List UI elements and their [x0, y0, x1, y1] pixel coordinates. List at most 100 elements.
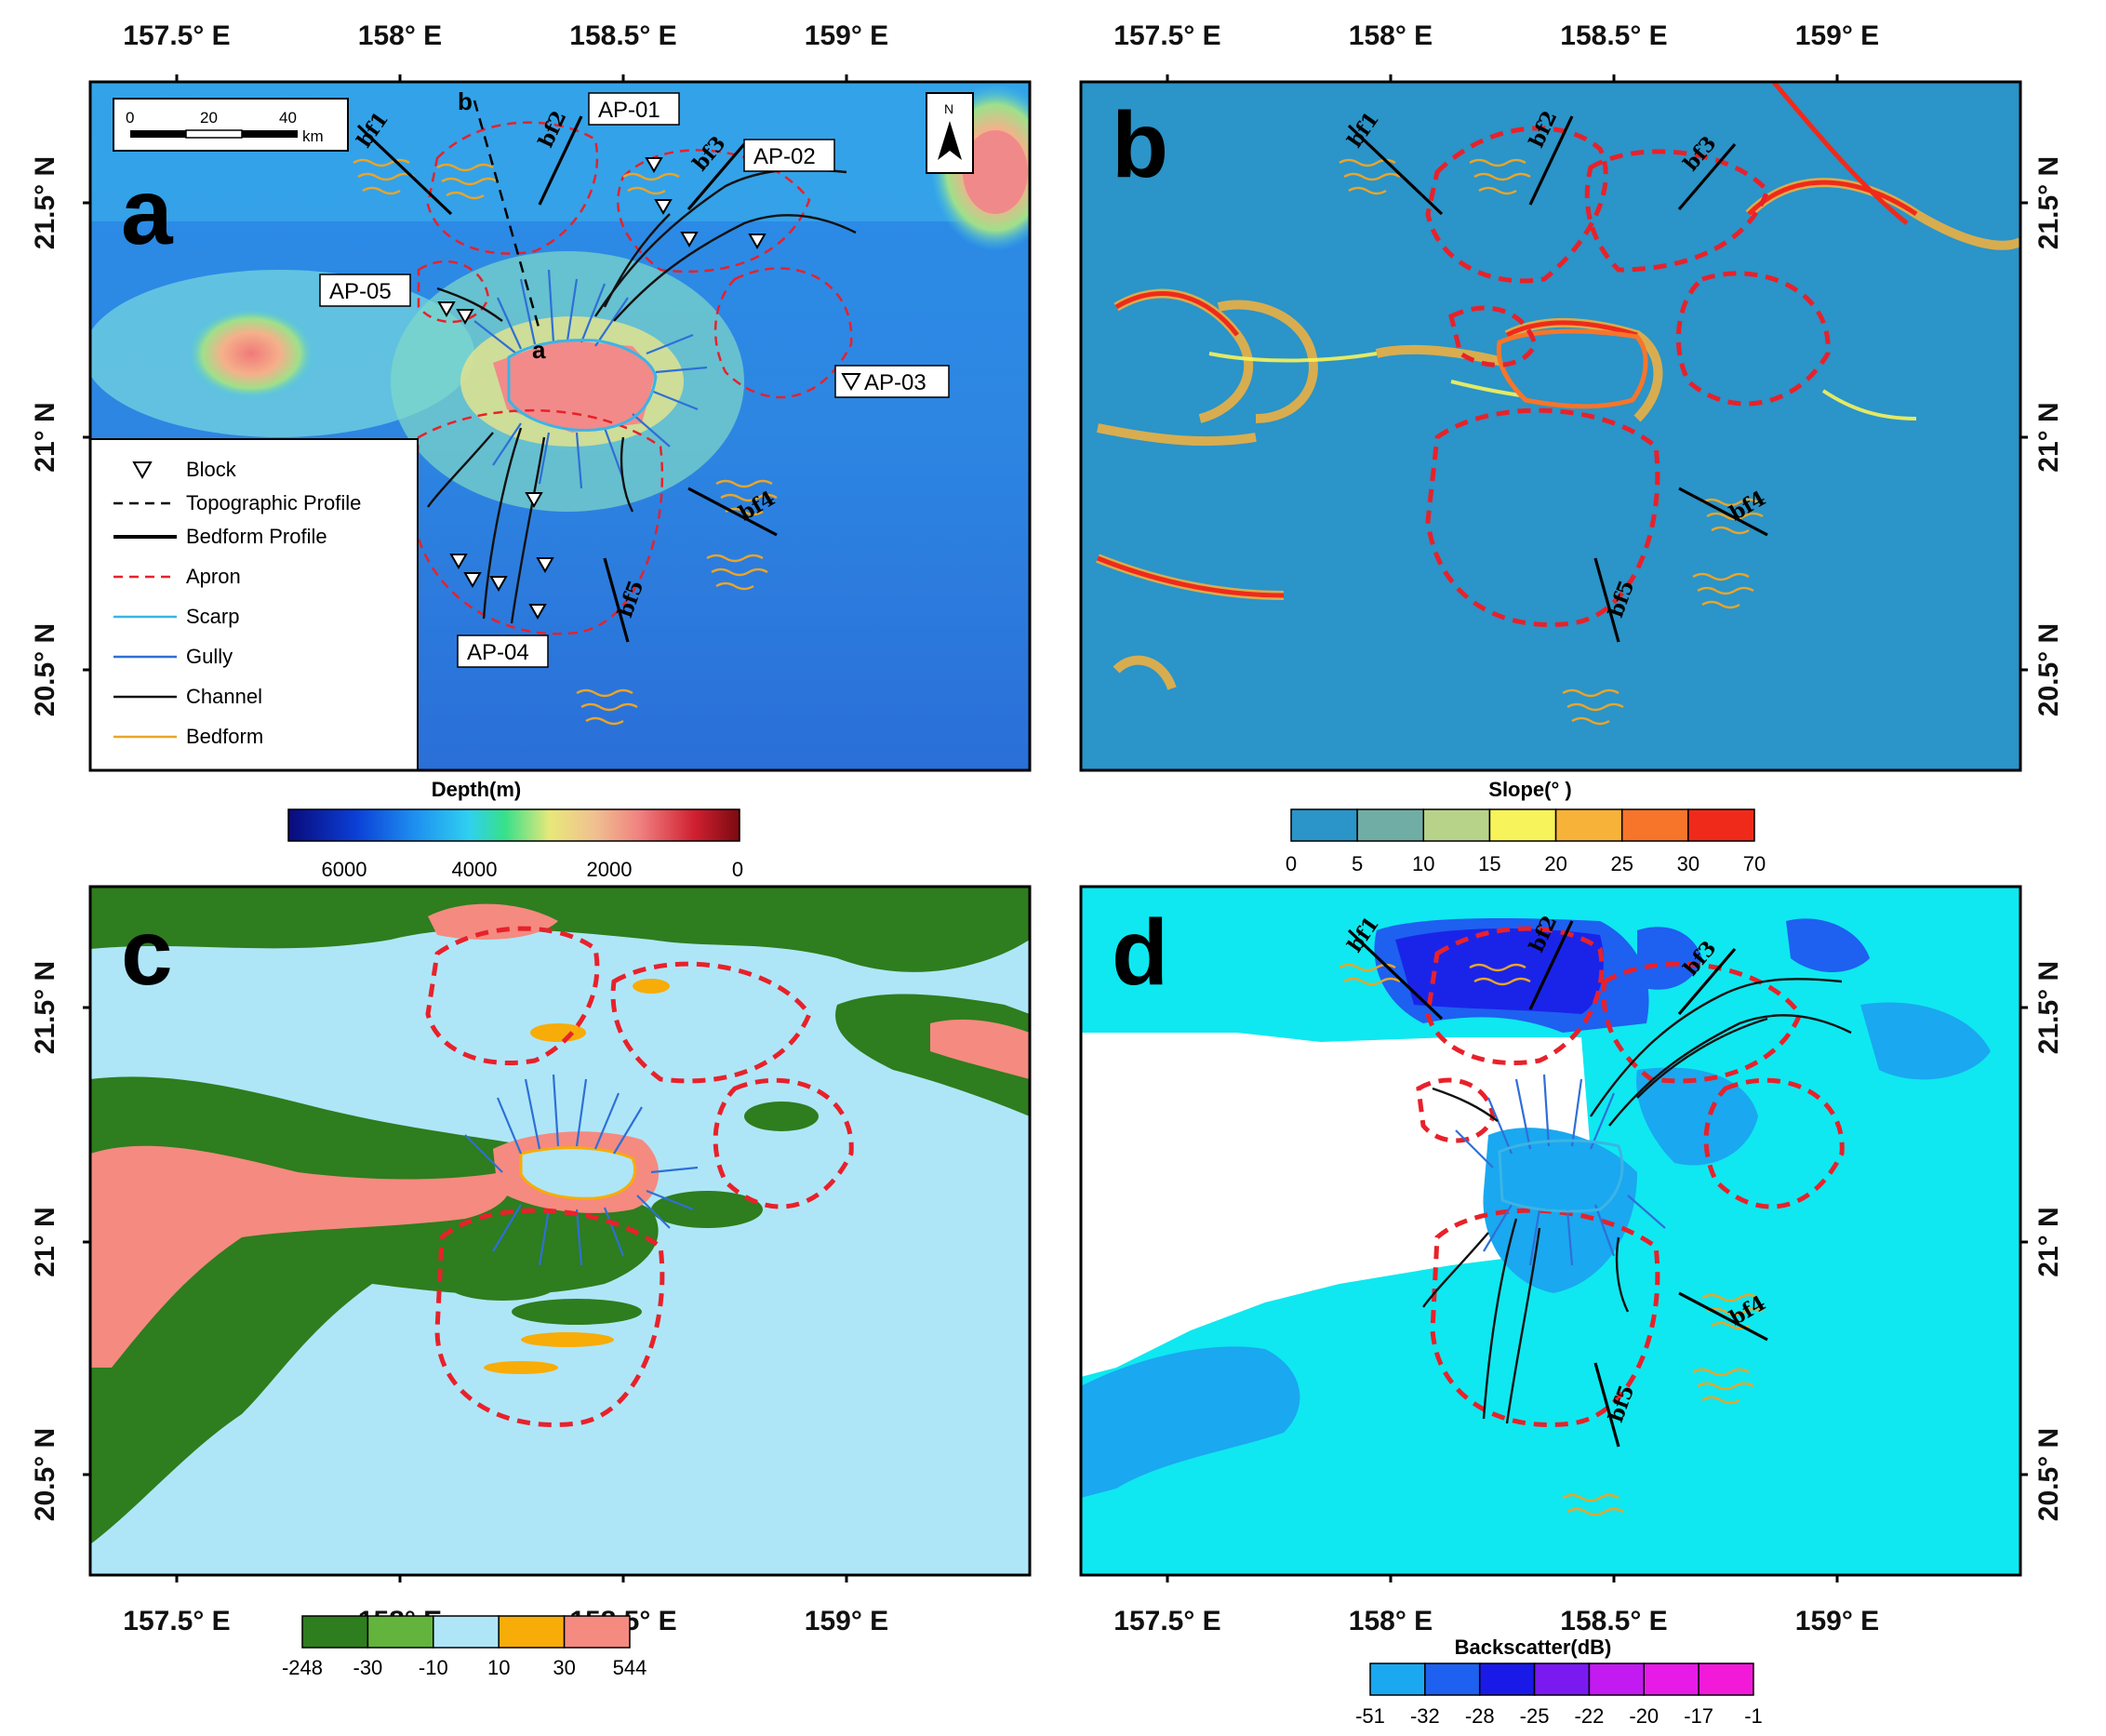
colorbar-backscatter: Backscatter(dB) -51 -32 -28 -25 -22 -20 -17 -1 [1355, 1636, 1763, 1728]
colorbar-difference: -248 -30 -10 10 30 544 [282, 1615, 646, 1679]
svg-text:20.5° N: 20.5° N [30, 623, 60, 716]
difference-tick-5: 544 [613, 1656, 647, 1679]
slope-cell-1 [1356, 808, 1425, 842]
panel-frame-c [88, 885, 1032, 1577]
colorbar-depth: Depth(m) 6000 4000 2000 0 [287, 778, 743, 881]
backscatter-cell-2 [1478, 1663, 1536, 1696]
svg-text:21.5° N: 21.5° N [2033, 961, 2064, 1054]
backscatter-cell-1 [1424, 1663, 1481, 1696]
scale-tick-40: 40 [279, 109, 297, 127]
profile-end-b: b [458, 87, 473, 115]
lon-ticks-top-right: 157.5° E 158° E 158.5° E 159° E [1113, 20, 1879, 51]
gullies-a [473, 269, 708, 489]
svg-text:20.5° N: 20.5° N [30, 1428, 60, 1521]
backscatter-tick-0: -51 [1355, 1704, 1385, 1728]
panel-letter-d: d [1112, 901, 1168, 1005]
colorbar-difference-ticks: -248 -30 -10 10 30 544 [282, 1656, 646, 1679]
colorbar-slope-title: Slope(° ) [1488, 778, 1571, 801]
difference-cell-4 [563, 1615, 631, 1649]
classification-map-c [90, 887, 1030, 1575]
legend-item-bedform-profile: Bedform Profile [113, 525, 327, 548]
scale-unit: km [302, 127, 324, 145]
legend-item-channel: Channel [113, 685, 262, 708]
depth-tick-4000: 4000 [452, 858, 498, 881]
slope-tick-4: 20 [1544, 852, 1566, 875]
svg-text:Apron: Apron [186, 565, 241, 588]
svg-text:158.5° E: 158.5° E [1560, 20, 1667, 51]
svg-text:159° E: 159° E [805, 20, 888, 51]
legend-item-bedform: Bedform [113, 725, 263, 748]
legend-item-scarp: Scarp [113, 605, 239, 628]
svg-text:20.5° N: 20.5° N [2033, 1428, 2064, 1521]
apron-label-ap02: AP-02 [753, 144, 816, 169]
backscatter-map-d [1081, 887, 2020, 1575]
svg-text:158° E: 158° E [1349, 20, 1433, 51]
colorbar-slope-ticks: 0 5 10 15 20 25 30 70 [1286, 852, 1766, 875]
backscatter-tick-4: -22 [1575, 1704, 1605, 1728]
channels-d [1422, 978, 1852, 1424]
svg-text:Topographic Profile: Topographic Profile [186, 491, 361, 514]
scale-bar: 0 20 40 km [113, 98, 349, 152]
panel-a: b a bf1 bf2 bf3 bf4 bf5 [88, 80, 1032, 772]
depth-tick-2000: 2000 [587, 858, 633, 881]
colorbar-depth-title: Depth(m) [432, 778, 522, 801]
difference-cell-1 [367, 1615, 434, 1649]
backscatter-tick-6: -17 [1684, 1704, 1713, 1728]
backscatter-tick-1: -32 [1410, 1704, 1440, 1728]
apron-label-ap04: AP-04 [467, 640, 529, 665]
profile-end-a: a [532, 336, 546, 364]
slope-cell-0 [1290, 808, 1358, 842]
slope-map-b [1081, 82, 2020, 770]
depth-tick-6000: 6000 [322, 858, 367, 881]
svg-text:Bedform Profile: Bedform Profile [186, 525, 327, 548]
panel-letter-a: a [121, 160, 174, 264]
backscatter-cell-5 [1643, 1663, 1699, 1696]
slope-cell-5 [1620, 808, 1689, 842]
difference-cell-0 [301, 1615, 369, 1649]
difference-tick-1: -30 [353, 1656, 383, 1679]
svg-text:21.5° N: 21.5° N [30, 156, 60, 249]
svg-text:158.5° E: 158.5° E [1560, 1606, 1667, 1636]
difference-tick-0: -248 [282, 1656, 323, 1679]
slope-tick-0: 0 [1286, 852, 1297, 875]
tick-marks [83, 74, 2028, 1582]
block-icon [132, 461, 153, 480]
lat-ticks-left: 21.5° N 21° N 20.5° N 21.5° N 21° N 20.5… [30, 156, 60, 1521]
slope-cell-4 [1554, 808, 1623, 842]
scale-tick-0: 0 [126, 109, 134, 127]
panel-d: bf1 bf2 bf3 bf4 bf5 d [1079, 885, 2022, 1577]
svg-text:21.5° N: 21.5° N [30, 961, 60, 1054]
backscatter-tick-3: -25 [1520, 1704, 1550, 1728]
difference-cell-2 [433, 1615, 500, 1649]
svg-text:159° E: 159° E [1795, 1606, 1879, 1636]
difference-tick-4: 30 [553, 1656, 575, 1679]
difference-tick-3: 10 [487, 1656, 510, 1679]
backscatter-cell-0 [1369, 1663, 1426, 1696]
svg-text:158° E: 158° E [358, 20, 442, 51]
slope-tick-3: 15 [1478, 852, 1500, 875]
svg-text:157.5° E: 157.5° E [1113, 1606, 1220, 1636]
svg-text:Bedform: Bedform [186, 725, 263, 748]
gullies-d [1455, 1074, 1666, 1266]
backscatter-cell-3 [1533, 1663, 1591, 1696]
apron-outlines-b [1425, 126, 1831, 627]
gullies-c [464, 1074, 699, 1266]
colorbar-slope-cells [1290, 808, 1755, 842]
svg-text:21° N: 21° N [30, 402, 60, 472]
svg-text:158.5° E: 158.5° E [569, 20, 676, 51]
panel-frame-d [1079, 885, 2022, 1577]
difference-cell-3 [498, 1615, 566, 1649]
svg-text:21.5° N: 21.5° N [2033, 156, 2064, 249]
legend-item-topographic-profile: Topographic Profile [113, 491, 361, 514]
axis-ticks: 157.5° E 158° E 158.5° E 159° E 157.5° E… [30, 20, 2064, 1636]
svg-text:21° N: 21° N [2033, 1207, 2064, 1276]
panel-frame-b [1079, 80, 2022, 772]
svg-text:157.5° E: 157.5° E [1113, 20, 1220, 51]
svg-text:159° E: 159° E [1795, 20, 1879, 51]
colorbar-backscatter-ticks: -51 -32 -28 -25 -22 -20 -17 -1 [1355, 1704, 1763, 1728]
north-arrow-icon: N [926, 92, 974, 174]
svg-text:Gully: Gully [186, 645, 233, 668]
colorbar-backscatter-title: Backscatter(dB) [1455, 1636, 1612, 1659]
apron-labels-a: AP-01 AP-02 AP-03 AP-04 AP-05 [319, 92, 950, 668]
slope-tick-6: 30 [1677, 852, 1699, 875]
